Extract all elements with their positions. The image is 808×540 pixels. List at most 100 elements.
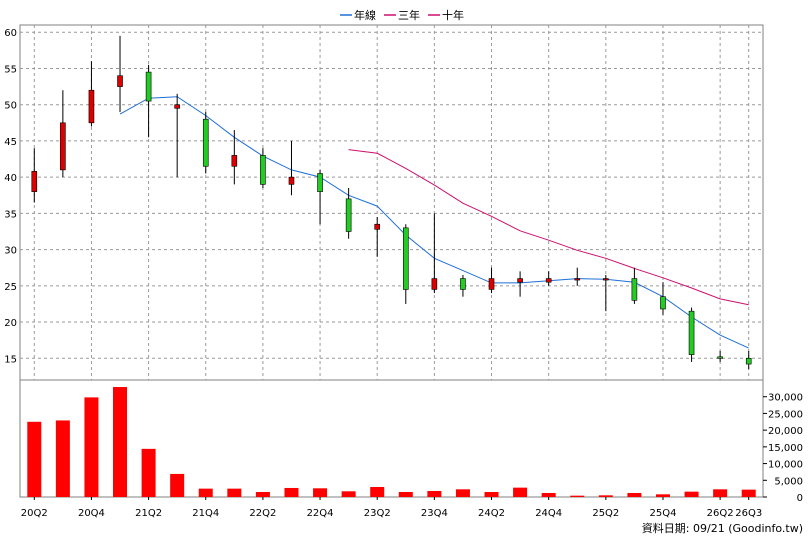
volume-tick-label: 20,000 — [768, 426, 803, 437]
volume-bar — [627, 492, 642, 497]
candle — [288, 140, 295, 196]
price-tick-label: 55 — [4, 64, 17, 75]
volume-bar — [27, 421, 42, 497]
volume-tick-label: 30,000 — [768, 393, 803, 404]
candle — [317, 169, 323, 225]
candle-body — [231, 155, 238, 167]
candle-body — [117, 75, 123, 87]
legend-label-3: 十年 — [442, 8, 464, 22]
price-tick-label: 25 — [4, 282, 17, 293]
x-tick-label: 26Q3 — [735, 508, 762, 519]
candle-body — [374, 223, 381, 230]
price-tick-label: 15 — [4, 354, 17, 365]
candle — [117, 35, 123, 112]
candle-body — [545, 278, 552, 283]
candle — [231, 130, 238, 185]
candle-body — [345, 198, 352, 232]
candle — [145, 64, 152, 138]
candle — [574, 267, 581, 286]
volume-tick-label: 10,000 — [768, 460, 803, 471]
price-plot-frame — [19, 24, 764, 381]
candle — [202, 111, 209, 174]
data-date-footer: 資料日期: 09/21 (Goodinfo.tw) — [642, 521, 803, 535]
candle — [88, 61, 95, 127]
candle-body — [31, 171, 38, 192]
volume-tick-label: 0 — [797, 493, 803, 504]
candle — [688, 307, 695, 362]
legend: 年線 三年 十年 — [340, 8, 464, 22]
candle-body — [260, 155, 266, 185]
x-tick-label: 24Q4 — [535, 508, 562, 519]
candle — [431, 213, 438, 294]
candle — [31, 148, 38, 203]
candle-body — [660, 296, 666, 310]
volume-bar — [284, 487, 299, 497]
volume-bar — [341, 491, 356, 497]
price-tick-label: 45 — [4, 137, 17, 148]
volume-bar — [541, 492, 556, 497]
volume-bar — [570, 495, 585, 497]
candle — [717, 351, 723, 362]
volume-bar — [455, 489, 470, 497]
price-tick-label: 40 — [4, 173, 17, 184]
candle — [174, 93, 180, 178]
x-tick-label: 23Q2 — [364, 508, 391, 519]
legend-label-1: 年線 — [354, 8, 376, 22]
volume-bar — [398, 491, 413, 497]
candle-body — [402, 227, 409, 290]
candle-body — [288, 176, 295, 185]
volume-bar — [170, 473, 185, 497]
volume-tick-label: 15,000 — [768, 443, 803, 454]
candle — [745, 351, 752, 370]
candle-body — [688, 310, 695, 355]
candle — [631, 267, 638, 304]
volume-bar — [513, 487, 528, 497]
price-tick-label: 35 — [4, 209, 17, 220]
candle-body — [717, 356, 723, 359]
price-panel: 15 20 25 30 35 40 45 50 55 60 — [4, 24, 764, 381]
candle — [603, 274, 609, 312]
candle — [545, 271, 552, 286]
candle-body — [145, 71, 152, 102]
candle-body — [431, 278, 438, 290]
volume-bar — [427, 490, 442, 497]
candle — [460, 274, 466, 297]
candle — [374, 216, 381, 257]
price-tick-label: 30 — [4, 246, 17, 257]
candle — [260, 148, 266, 189]
candle-body — [745, 357, 752, 365]
candle — [660, 282, 666, 315]
x-tick-label: 24Q2 — [478, 508, 505, 519]
volume-panel: 0 5,000 10,000 15,000 20,000 25,000 30,000 — [19, 379, 803, 504]
volume-bar — [227, 488, 242, 497]
candle — [488, 267, 495, 294]
candle-body — [603, 278, 609, 281]
x-tick-label: 22Q4 — [307, 508, 334, 519]
x-tick-label: 26Q2 — [707, 508, 734, 519]
x-tick-label: 25Q2 — [592, 508, 619, 519]
volume-bar — [684, 491, 699, 497]
legend-label-2: 三年 — [398, 8, 420, 22]
candle-body — [574, 278, 581, 281]
x-tick-label: 25Q4 — [649, 508, 676, 519]
x-axis: 20Q2 20Q4 21Q2 21Q4 22Q2 22Q4 23Q2 23Q4 24Q2 24Q4… — [21, 497, 762, 519]
x-tick-label: 20Q4 — [78, 508, 105, 519]
x-tick-label: 20Q2 — [21, 508, 48, 519]
candle-body — [517, 278, 523, 283]
price-tick-label: 20 — [4, 318, 17, 329]
candle — [517, 271, 523, 297]
volume-bar — [313, 488, 328, 497]
candle-body — [317, 173, 323, 192]
volume-bar — [713, 489, 728, 497]
candle-body — [488, 278, 495, 290]
volume-bar — [55, 420, 70, 497]
candle-body — [88, 89, 95, 124]
series-line-三年 — [348, 149, 749, 306]
volume-bar — [741, 489, 756, 497]
volume-bar — [598, 495, 613, 497]
volume-bar — [198, 488, 213, 497]
candle-body — [202, 118, 209, 167]
volume-tick-label: 5,000 — [774, 476, 803, 487]
candle-body — [460, 278, 466, 290]
